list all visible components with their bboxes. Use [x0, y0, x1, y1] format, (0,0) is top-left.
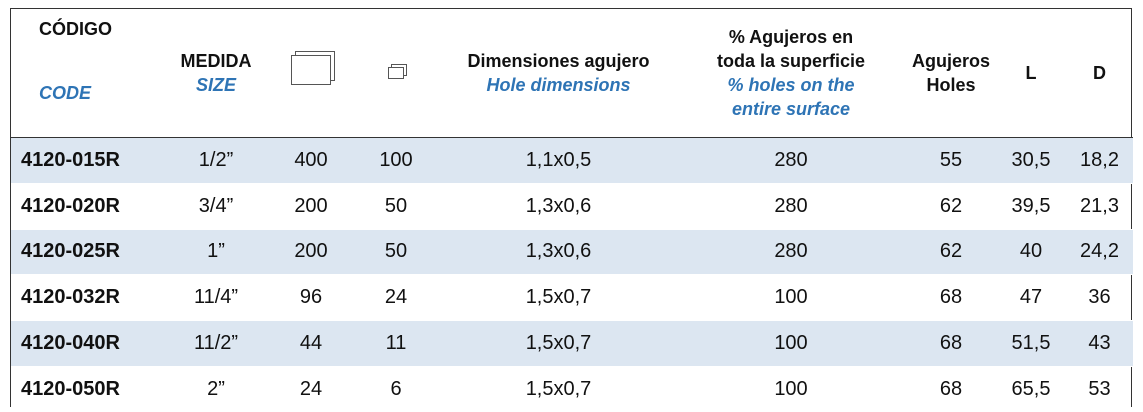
table-cell: 43	[1066, 320, 1133, 367]
table-cell: 30,5	[996, 137, 1066, 184]
table-cell: 68	[906, 274, 996, 321]
header-text: Dimensiones agujero	[467, 51, 650, 71]
header-text: % Agujeros en	[728, 27, 854, 47]
header-size: MEDIDA SIZE	[161, 9, 271, 138]
product-table: CÓDIGO CODE MEDIDA SIZE Dimensiones agujer…	[10, 8, 1133, 412]
table-cell: 280	[676, 137, 906, 184]
table-cell: 11/4”	[161, 274, 271, 321]
header-l: L	[996, 9, 1066, 138]
table-cell: 1,5x0,7	[441, 274, 676, 321]
header-text-en: % holes on the	[727, 75, 855, 95]
table-cell: 50	[351, 182, 441, 230]
header-text: MEDIDA	[180, 51, 252, 71]
table-cell: 96	[271, 274, 351, 321]
table-cell: 1,5x0,7	[441, 365, 676, 412]
box-icon	[291, 55, 331, 85]
table-cell: 200	[271, 228, 351, 275]
table-cell: 1,3x0,6	[441, 182, 676, 230]
table-cell: 100	[676, 320, 906, 367]
table: CÓDIGO CODE MEDIDA SIZE Dimensiones agujer…	[11, 9, 1133, 412]
table-cell: 1,3x0,6	[441, 228, 676, 275]
table-cell: 62	[906, 228, 996, 275]
table-cell: 3/4”	[161, 182, 271, 230]
table-body: 4120-015R 1/2” 400 100 1,1x0,5 280 55 30,5 18,2 4…	[11, 137, 1133, 412]
header-text-en: Hole dimensions	[486, 75, 631, 95]
table-cell: 400	[271, 137, 351, 184]
header-text: toda la superficie	[716, 51, 866, 71]
table-cell: 40	[996, 228, 1066, 275]
table-cell: 24	[351, 274, 441, 321]
table-cell: 65,5	[996, 365, 1066, 412]
table-cell: 100	[676, 274, 906, 321]
table-cell: 1”	[161, 228, 271, 275]
table-cell: 18,2	[1066, 137, 1133, 184]
table-cell: 1,1x0,5	[441, 137, 676, 184]
table-cell: 11/2”	[161, 320, 271, 367]
table-row: 4120-050R 2” 24 6 1,5x0,7 100 68 65,5 53	[11, 365, 1133, 412]
table-cell: 55	[906, 137, 996, 184]
header-holes: Agujeros Holes	[906, 9, 996, 138]
header-row: CÓDIGO CODE MEDIDA SIZE Dimensiones agujer…	[11, 9, 1133, 138]
table-row: 4120-040R 11/2” 44 11 1,5x0,7 100 68 51,5 43	[11, 320, 1133, 367]
box-icon-small	[388, 67, 404, 79]
table-cell: 1/2”	[161, 137, 271, 184]
table-cell: 4120-040R	[11, 320, 161, 367]
table-cell: 280	[676, 182, 906, 230]
header-code: CÓDIGO CODE	[11, 9, 161, 138]
table-cell: 51,5	[996, 320, 1066, 367]
table-cell: 200	[271, 182, 351, 230]
table-cell: 280	[676, 228, 906, 275]
header-hole-dimensions: Dimensiones agujero Hole dimensions	[441, 9, 676, 138]
table-row: 4120-020R 3/4” 200 50 1,3x0,6 280 62 39,5 21,3	[11, 182, 1133, 230]
table-cell: 44	[271, 320, 351, 367]
table-cell: 47	[996, 274, 1066, 321]
table-row: 4120-032R 11/4” 96 24 1,5x0,7 100 68 47 36	[11, 274, 1133, 321]
table-cell: 4120-020R	[11, 182, 161, 230]
table-cell: 24	[271, 365, 351, 412]
header-box-icon	[271, 9, 351, 138]
table-cell: 4120-032R	[11, 274, 161, 321]
table-cell: 21,3	[1066, 182, 1133, 230]
table-cell: 4120-050R	[11, 365, 161, 412]
header-text-en: SIZE	[195, 75, 236, 95]
table-cell: 6	[351, 365, 441, 412]
header-text: Agujeros	[911, 51, 990, 71]
table-cell: 68	[906, 365, 996, 412]
table-cell: 4120-015R	[11, 137, 161, 184]
table-cell: 1,5x0,7	[441, 320, 676, 367]
table-cell: 4120-025R	[11, 228, 161, 275]
table-row: 4120-025R 1” 200 50 1,3x0,6 280 62 40 24,2	[11, 228, 1133, 275]
header-d: D	[1066, 9, 1133, 138]
header-text: CÓDIGO	[39, 19, 113, 39]
table-cell: 11	[351, 320, 441, 367]
table-row: 4120-015R 1/2” 400 100 1,1x0,5 280 55 30,5 18,2	[11, 137, 1133, 184]
table-cell: 39,5	[996, 182, 1066, 230]
table-cell: 68	[906, 320, 996, 367]
table-cell: 100	[676, 365, 906, 412]
table-cell: 100	[351, 137, 441, 184]
header-small-box-icon	[351, 9, 441, 138]
table-cell: 62	[906, 182, 996, 230]
header-text-en: CODE	[39, 83, 92, 103]
table-cell: 50	[351, 228, 441, 275]
table-cell: 2”	[161, 365, 271, 412]
table-cell: 24,2	[1066, 228, 1133, 275]
table-cell: 36	[1066, 274, 1133, 321]
header-text-en: entire surface	[731, 99, 851, 119]
table-cell: 53	[1066, 365, 1133, 412]
header-holes-percent: % Agujeros en toda la superficie % holes o…	[676, 9, 906, 138]
header-text: Holes	[926, 75, 976, 95]
